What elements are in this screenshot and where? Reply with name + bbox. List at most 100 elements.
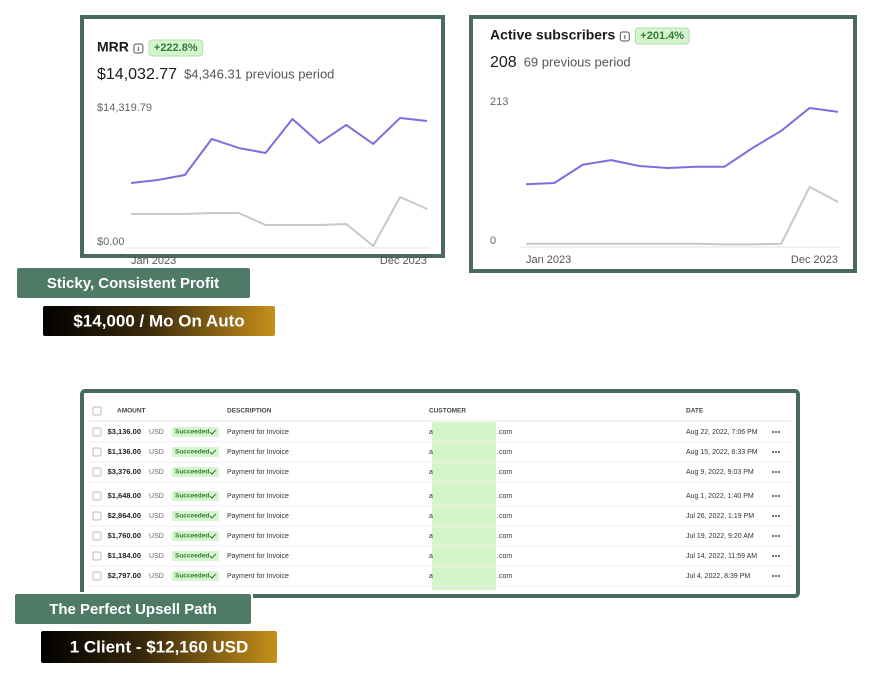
monthly-label: $14,000 / Mo On Auto <box>73 311 244 330</box>
amount: $1,648.00 <box>108 491 141 500</box>
date: Aug 1, 2022, 1:40 PM <box>686 493 754 500</box>
row-menu-dot <box>772 575 774 577</box>
currency: USD <box>149 513 164 520</box>
status-check <box>209 429 217 435</box>
row-menu-dot <box>775 495 777 497</box>
profit-label-box <box>15 266 252 300</box>
status-badge <box>172 467 219 477</box>
status: Succeeded <box>175 553 209 560</box>
status-check <box>209 449 217 455</box>
checkbox <box>92 571 102 581</box>
customer-start: a <box>429 573 433 580</box>
status-badge <box>172 427 219 437</box>
status-check <box>209 513 217 519</box>
x-tick-label: Jan 2023 <box>526 254 571 266</box>
date: Jul 19, 2022, 9:20 AM <box>686 533 754 540</box>
row-menu-dot <box>778 451 780 453</box>
client-label-box <box>39 629 279 665</box>
y-tick-label: 0 <box>490 235 496 247</box>
currency: USD <box>149 573 164 580</box>
status-badge <box>172 447 219 457</box>
status: Succeeded <box>175 573 209 580</box>
current-value: $14,032.77 <box>97 66 177 83</box>
series-line <box>526 185 839 246</box>
customer-end: .com <box>497 513 512 520</box>
info-icon <box>619 31 630 42</box>
checkbox <box>92 406 102 416</box>
description: Payment for Invoice <box>227 449 289 456</box>
date: Jul 4, 2022, 8:39 PM <box>686 573 750 580</box>
y-tick-label: $14,319.79 <box>97 102 152 114</box>
row-menu-dot <box>772 535 774 537</box>
mrr-card <box>80 15 445 258</box>
customer-start: a <box>429 513 433 520</box>
series-line <box>525 106 839 186</box>
status: Succeeded <box>175 513 209 520</box>
info-icon <box>133 43 144 54</box>
amount: $1,184.00 <box>108 551 141 560</box>
row-menu-dot <box>778 515 780 517</box>
profit-label: Sticky, Consistent Profit <box>47 275 219 292</box>
customer-start: a <box>429 553 433 560</box>
series-line <box>131 195 428 247</box>
date: Jul 14, 2022, 11:59 AM <box>686 553 757 560</box>
row-menu-dot <box>778 555 780 557</box>
column-header: DATE <box>686 408 704 415</box>
description: Payment for Invoice <box>227 469 289 476</box>
checkbox <box>92 511 102 521</box>
chart-title: Active subscribers <box>490 27 615 43</box>
column-header: CUSTOMER <box>429 408 466 415</box>
previous-value: 69 previous period <box>524 54 631 69</box>
customer-end: .com <box>497 553 512 560</box>
currency: USD <box>149 533 164 540</box>
row-menu-dot <box>772 555 774 557</box>
description: Payment for Invoice <box>227 573 289 580</box>
description: Payment for Invoice <box>227 493 289 500</box>
series-line <box>130 116 428 184</box>
status-check <box>209 573 217 579</box>
x-tick-label: Dec 2023 <box>791 254 838 266</box>
row-menu-dot <box>775 431 777 433</box>
date: Jul 26, 2022, 1:19 PM <box>686 513 754 520</box>
description: Payment for Invoice <box>227 553 289 560</box>
currency: USD <box>149 553 164 560</box>
status-badge <box>172 511 219 521</box>
customer-end: .com <box>497 449 512 456</box>
customer-end: .com <box>497 469 512 476</box>
row-menu-dot <box>775 515 777 517</box>
amount: $2,797.00 <box>108 571 141 580</box>
description: Payment for Invoice <box>227 533 289 540</box>
change-badge-text: +222.8% <box>154 42 198 54</box>
status-badge <box>172 531 219 541</box>
status: Succeeded <box>175 429 209 436</box>
checkbox <box>92 427 102 437</box>
x-tick-label: Jan 2023 <box>131 255 176 267</box>
checkbox <box>92 447 102 457</box>
row-menu-dot <box>778 431 780 433</box>
client-label: 1 Client - $12,160 USD <box>70 637 249 656</box>
x-tick-label: Dec 2023 <box>380 255 427 267</box>
status-check <box>209 553 217 559</box>
status-check <box>209 469 217 475</box>
row-menu-dot <box>778 535 780 537</box>
customer-start: a <box>429 533 433 540</box>
customer-start: a <box>429 429 433 436</box>
upsell-label: The Perfect Upsell Path <box>49 601 217 618</box>
amount: $1,136.00 <box>108 447 141 456</box>
date: Aug 15, 2022, 8:33 PM <box>686 449 758 456</box>
status: Succeeded <box>175 469 209 476</box>
change-badge <box>148 39 204 57</box>
customer-start: a <box>429 469 433 476</box>
row-menu-dot <box>775 535 777 537</box>
amount: $3,136.00 <box>108 427 141 436</box>
customer-end: .com <box>497 573 512 580</box>
row-menu-dot <box>775 575 777 577</box>
status: Succeeded <box>175 493 209 500</box>
monthly-label-box <box>41 304 277 338</box>
change-badge <box>634 27 690 45</box>
status: Succeeded <box>175 449 209 456</box>
upsell-label-box <box>13 592 253 626</box>
row-menu-dot <box>772 431 774 433</box>
